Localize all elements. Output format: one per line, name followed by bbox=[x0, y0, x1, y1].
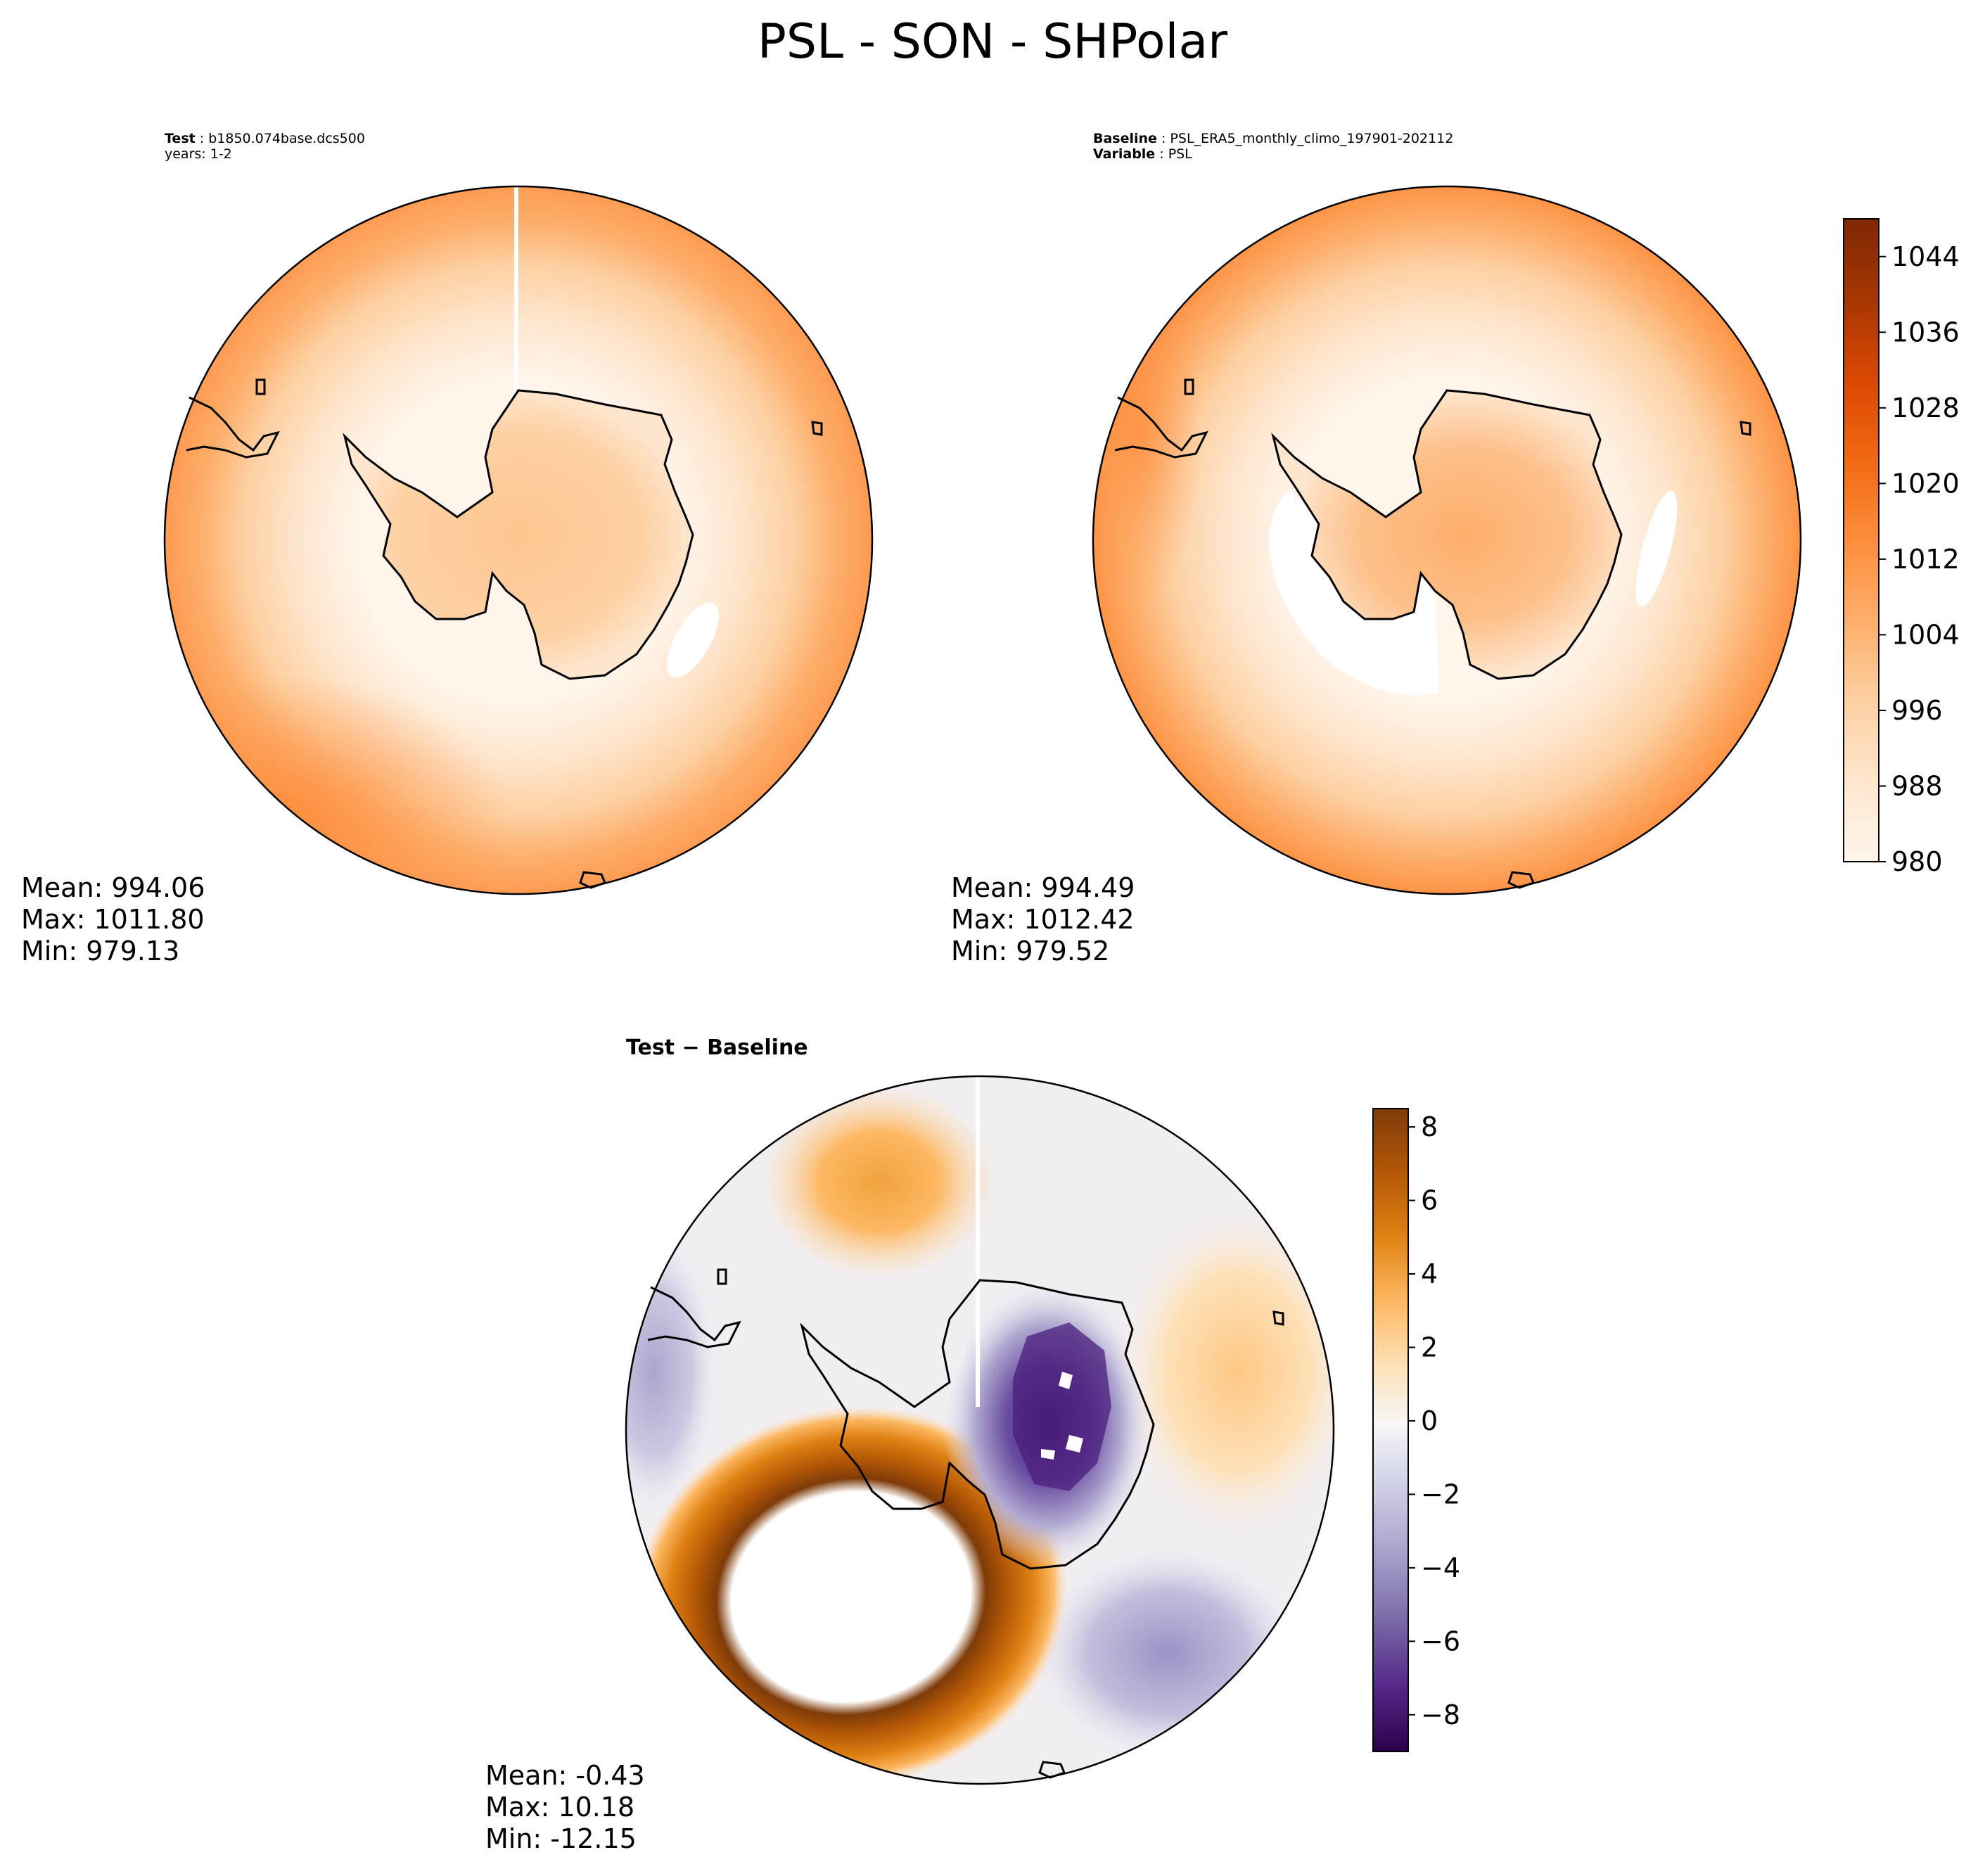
baseline-colorbar-tick-label: 996 bbox=[1891, 695, 1943, 726]
test-label: Test : b1850.074base.dcs500 years: 1-2 bbox=[165, 131, 365, 162]
test-stats: Mean: 994.06 Max: 1011.80 Min: 979.13 bbox=[21, 872, 205, 967]
baseline-colorbar-tick-label: 1036 bbox=[1891, 317, 1960, 347]
test-map bbox=[163, 185, 874, 895]
diff-title-baseline: Baseline bbox=[707, 1035, 808, 1060]
test-map-border bbox=[163, 185, 874, 895]
diff-atlantic-positive bbox=[760, 1083, 999, 1280]
baseline-mean: Mean: 994.49 bbox=[951, 872, 1135, 903]
diff-colorbar-tick-label: −6 bbox=[1421, 1626, 1460, 1657]
diff-colorbar-tick-label: −2 bbox=[1421, 1479, 1460, 1510]
baseline-colorbar-tick-label: 1028 bbox=[1891, 393, 1960, 423]
baseline-label-key: Baseline bbox=[1093, 131, 1157, 146]
diff-colorbar-bar bbox=[1372, 1108, 1409, 1752]
baseline-label-value: PSL_ERA5_monthly_climo_197901-202112 bbox=[1170, 131, 1454, 146]
diff-max: Max: 10.18 bbox=[485, 1792, 635, 1823]
diff-colorbar-tick-label: −8 bbox=[1421, 1699, 1460, 1730]
diff-map-border bbox=[625, 1075, 1335, 1785]
diff-mean: Mean: -0.43 bbox=[485, 1760, 645, 1791]
diff-min: Min: -12.15 bbox=[485, 1823, 637, 1854]
baseline-colorbar-tick-label: 1044 bbox=[1891, 241, 1960, 272]
baseline-colorbar-tick-label: 988 bbox=[1891, 770, 1943, 801]
test-mean: Mean: 994.06 bbox=[21, 872, 205, 903]
baseline-max: Max: 1012.42 bbox=[951, 904, 1135, 935]
diff-colorbar-tick-label: 6 bbox=[1421, 1185, 1438, 1216]
test-white-patch bbox=[667, 602, 719, 678]
baseline-colorbar-ticks: 980 988 996 1004 1012 1020 1028 1036 1044 bbox=[1879, 241, 1960, 877]
test-coastlines bbox=[186, 378, 823, 889]
test-min: Min: 979.13 bbox=[21, 936, 180, 966]
diff-west-negative bbox=[626, 1231, 717, 1512]
baseline-white-east bbox=[1635, 490, 1678, 607]
diff-title: Test − Baseline bbox=[626, 1035, 808, 1060]
test-max: Max: 1011.80 bbox=[21, 904, 205, 935]
diff-map bbox=[625, 1075, 1335, 1785]
diff-colorbar-tick-label: −4 bbox=[1421, 1552, 1460, 1583]
diff-colorbar-ticks: −8 −6 −4 −2 0 2 4 6 8 bbox=[1408, 1111, 1460, 1730]
baseline-var-colon: : bbox=[1155, 146, 1168, 162]
test-label-colon: : bbox=[195, 131, 209, 146]
baseline-colorbar-bar bbox=[1843, 218, 1879, 862]
figure-title: PSL - SON - SHPolar bbox=[757, 14, 1228, 70]
baseline-map bbox=[1092, 185, 1802, 895]
baseline-var-value: PSL bbox=[1168, 146, 1192, 162]
diff-colorbar: −8 −6 −4 −2 0 2 4 6 8 bbox=[1372, 1108, 1460, 1752]
diff-seam bbox=[976, 1076, 980, 1407]
baseline-colorbar: 980 988 996 1004 1012 1020 1028 1036 1044 bbox=[1843, 218, 1960, 877]
test-years: years: 1-2 bbox=[165, 146, 232, 162]
baseline-var-key: Variable bbox=[1093, 146, 1156, 162]
test-label-value: b1850.074base.dcs500 bbox=[208, 131, 365, 146]
diff-colorbar-tick-label: 2 bbox=[1421, 1332, 1438, 1363]
diff-colorbar-tick-label: 0 bbox=[1421, 1405, 1438, 1436]
baseline-min: Min: 979.52 bbox=[951, 936, 1110, 966]
diff-colorbar-tick-label: 4 bbox=[1421, 1258, 1438, 1289]
baseline-label-colon: : bbox=[1156, 131, 1170, 146]
baseline-stats: Mean: 994.49 Max: 1012.42 Min: 979.52 bbox=[951, 872, 1135, 967]
test-seam bbox=[514, 186, 518, 552]
diff-stats: Mean: -0.43 Max: 10.18 Min: -12.15 bbox=[485, 1760, 645, 1855]
test-label-key: Test bbox=[165, 131, 196, 146]
baseline-colorbar-tick-label: 1004 bbox=[1891, 619, 1960, 650]
baseline-high-west bbox=[1093, 267, 1203, 605]
baseline-label: Baseline : PSL_ERA5_monthly_climo_197901… bbox=[1093, 131, 1453, 162]
diff-title-sep: − bbox=[675, 1035, 708, 1060]
baseline-colorbar-tick-label: 980 bbox=[1891, 846, 1943, 877]
diff-indian-positive bbox=[1118, 1210, 1334, 1533]
diff-title-test: Test bbox=[626, 1035, 675, 1060]
baseline-colorbar-tick-label: 1020 bbox=[1891, 468, 1960, 499]
baseline-map-border bbox=[1092, 185, 1802, 895]
baseline-colorbar-tick-label: 1012 bbox=[1891, 544, 1960, 575]
diff-pacific-negative bbox=[1034, 1548, 1301, 1759]
diff-colorbar-tick-label: 8 bbox=[1421, 1111, 1438, 1142]
